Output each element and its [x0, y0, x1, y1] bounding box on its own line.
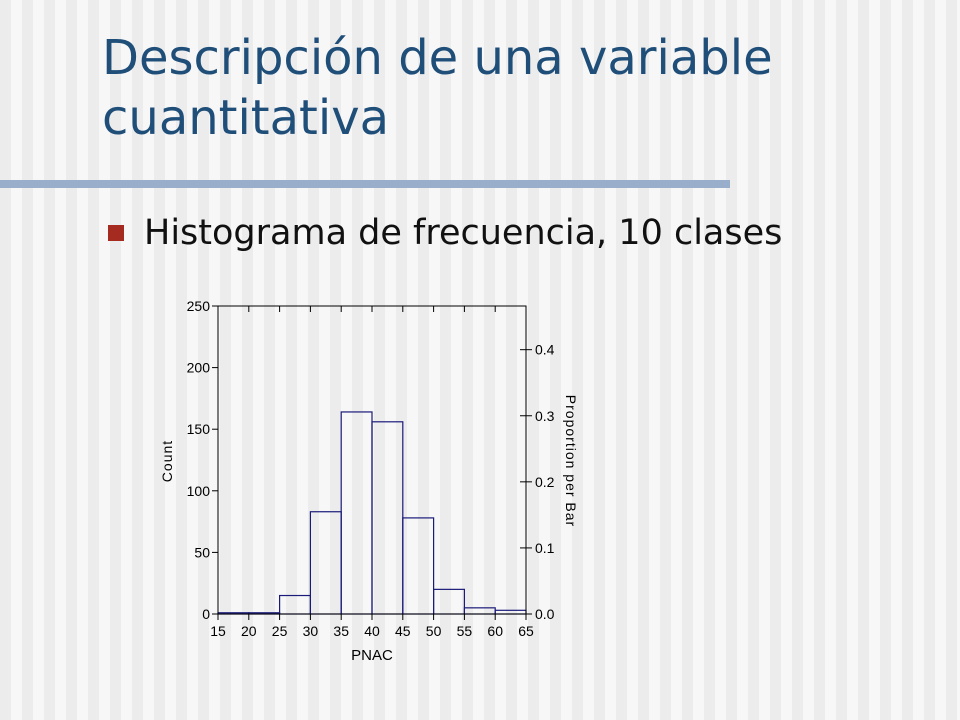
right-tick-label: 0.3 — [535, 408, 555, 424]
y-tick-label: 250 — [187, 298, 211, 314]
x-tick-label: 40 — [364, 623, 380, 639]
histogram-bar — [309, 511, 342, 615]
histogram-bars — [217, 411, 527, 615]
right-tick-label: 0.4 — [535, 342, 555, 358]
x-tick-label: 65 — [518, 623, 534, 639]
y-tick-label: 100 — [187, 483, 211, 499]
slide-title: Descripción de una variable cuantitativa — [102, 30, 773, 146]
right-tick-label: 0.2 — [535, 474, 555, 490]
right-tick-label: 0.0 — [535, 606, 555, 622]
histogram-bar — [279, 594, 312, 615]
histogram-bar — [463, 607, 496, 615]
bullet-item: Histograma de frecuencia, 10 clases — [108, 206, 782, 260]
x-axis-label: PNAC — [351, 647, 393, 664]
square-bullet-icon — [108, 225, 124, 241]
x-tick-label: 15 — [210, 623, 226, 639]
histogram-bar — [371, 421, 404, 615]
bullet-text: Histograma de frecuencia, 10 clases — [144, 213, 783, 253]
y-axis-label: Count — [159, 440, 175, 482]
right-tick-label: 0.1 — [535, 540, 555, 556]
right-axis-label: Proportion per Bar — [563, 395, 579, 527]
x-tick-label: 45 — [395, 623, 411, 639]
histogram-bar — [433, 588, 466, 615]
histogram-bar — [402, 517, 435, 615]
x-tick-label: 20 — [241, 623, 257, 639]
x-tick-label: 60 — [487, 623, 503, 639]
y-tick-label: 150 — [187, 421, 211, 437]
x-tick-label: 55 — [457, 623, 473, 639]
x-tick-label: 35 — [333, 623, 349, 639]
y-tick-label: 0 — [202, 606, 210, 622]
x-tick-label: 50 — [426, 623, 442, 639]
histogram-bar — [494, 609, 527, 615]
x-tick-label: 25 — [272, 623, 288, 639]
y-tick-label: 200 — [187, 360, 211, 376]
y-tick-label: 50 — [194, 544, 210, 560]
x-tick-label: 30 — [303, 623, 319, 639]
chart-axes: 15 20 25 30 35 40 45 50 55 60 65 0 50 100 150 200 250 0.0… — [187, 298, 555, 639]
histogram-bar — [340, 411, 373, 615]
title-underline — [0, 180, 730, 188]
